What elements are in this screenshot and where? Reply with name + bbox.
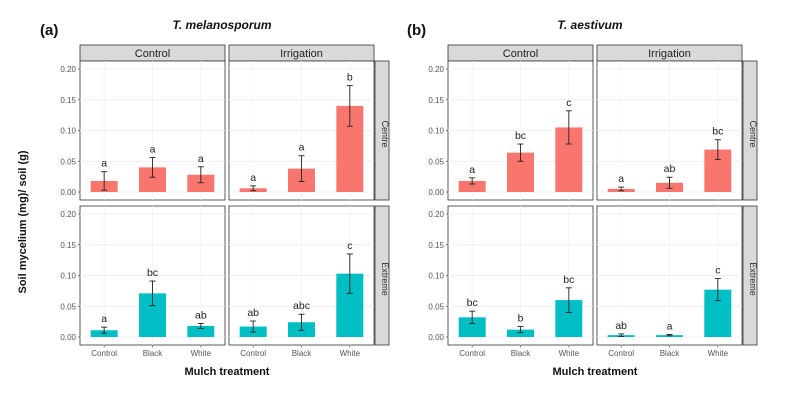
significance-label: bc [712, 126, 723, 138]
bar [507, 329, 534, 337]
x-tick-label: Black [292, 349, 313, 358]
figure-panel-b: (b) T. aestivum Control Irrigation Centre Ext… [407, 18, 758, 378]
facet-strip-label: Irrigation [280, 48, 323, 60]
panel-title: T. melanosporum [172, 18, 271, 32]
facet-strip-extreme [374, 205, 390, 346]
facet-panel-extreme-irrigation: ab a c [596, 205, 743, 346]
facet-strip-label: Extreme [380, 262, 390, 296]
panel-title: T. aestivum [557, 18, 622, 32]
facet-strip-label: Extreme [748, 262, 758, 296]
x-axis-title: Mulch treatment [185, 366, 270, 378]
significance-label: ab [664, 163, 676, 175]
facet-strip-label: Irrigation [648, 48, 691, 60]
y-tick-label: 0.05 [60, 302, 76, 311]
significance-label: ab [615, 320, 627, 332]
panel-label: (b) [407, 22, 426, 39]
bar [187, 174, 215, 192]
significance-label: b [347, 72, 353, 84]
y-tick-label: 0.15 [60, 96, 76, 105]
x-tick-label: Control [91, 349, 117, 358]
significance-label: a [198, 153, 204, 165]
bar [458, 317, 486, 337]
facet-strip-label: Control [503, 48, 538, 60]
significance-label: c [715, 265, 720, 277]
figure-panel-a: (a) T. melanosporum Control Irrigation Centr… [40, 18, 390, 378]
x-tick-label: White [559, 349, 580, 358]
x-tick-label: Control [240, 349, 266, 358]
x-tick-label: Black [511, 349, 532, 358]
x-tick-label: White [191, 349, 212, 358]
y-tick-label: 0.10 [428, 272, 444, 281]
significance-label: a [250, 172, 256, 184]
significance-label: c [347, 240, 352, 252]
y-tick-label: 0.00 [428, 333, 444, 342]
facet-strip-label: Centre [380, 120, 390, 147]
significance-label: a [469, 164, 475, 176]
significance-label: b [518, 313, 524, 325]
bar [458, 180, 486, 192]
facet-strip-centre [374, 60, 390, 201]
significance-label: bc [467, 297, 478, 309]
facet-panel-centre-control: a bc c [447, 60, 594, 201]
y-tick-label: 0.15 [428, 241, 444, 250]
facet-strip-centre [742, 60, 758, 201]
significance-label: ab [195, 309, 207, 321]
significance-label: a [101, 158, 107, 170]
x-tick-label: Control [608, 349, 634, 358]
y-axis-title: Soil mycelium (mg)/ soil (g) [17, 150, 29, 293]
y-tick-label: 0.00 [60, 188, 76, 197]
facet-panel-extreme-control: a bc ab [79, 205, 226, 346]
y-tick-label: 0.00 [60, 333, 76, 342]
y-tick-label: 0.05 [60, 157, 76, 166]
x-axis-title: Mulch treatment [553, 366, 638, 378]
facet-strip-label: Centre [748, 120, 758, 147]
significance-label: bc [563, 274, 574, 286]
y-tick-label: 0.15 [428, 96, 444, 105]
facet-panel-extreme-irrigation: ab abc c [228, 205, 375, 346]
facet-strip-label: Control [135, 48, 170, 60]
y-tick-label: 0.05 [428, 157, 444, 166]
y-tick-label: 0.05 [428, 302, 444, 311]
y-tick-label: 0.10 [428, 127, 444, 136]
x-tick-label: Control [459, 349, 485, 358]
significance-label: a [299, 142, 305, 154]
y-tick-label: 0.20 [428, 65, 444, 74]
panel-label: (a) [40, 22, 58, 39]
y-tick-label: 0.20 [428, 210, 444, 219]
significance-label: a [150, 144, 156, 156]
significance-label: abc [293, 300, 310, 312]
x-tick-label: White [340, 349, 361, 358]
facet-panel-centre-irrigation: a ab bc [596, 60, 743, 201]
facet-panel-centre-irrigation: a a b [228, 60, 375, 201]
facet-panel-extreme-control: bc b bc [447, 205, 594, 346]
significance-label: ab [247, 307, 259, 319]
y-tick-label: 0.10 [60, 127, 76, 136]
x-tick-label: Black [143, 349, 164, 358]
x-tick-label: White [708, 349, 729, 358]
significance-label: a [101, 313, 107, 325]
x-tick-label: Black [660, 349, 681, 358]
significance-label: a [667, 321, 673, 333]
y-tick-label: 0.00 [428, 188, 444, 197]
facet-strip-extreme [742, 205, 758, 346]
bar [187, 325, 215, 337]
significance-label: bc [515, 130, 526, 142]
significance-label: c [566, 97, 571, 109]
y-tick-label: 0.20 [60, 210, 76, 219]
significance-label: bc [147, 267, 158, 279]
significance-label: a [618, 173, 624, 185]
facet-panel-centre-control: a a a [79, 60, 226, 201]
y-tick-label: 0.15 [60, 241, 76, 250]
y-tick-label: 0.20 [60, 65, 76, 74]
y-tick-label: 0.10 [60, 272, 76, 281]
